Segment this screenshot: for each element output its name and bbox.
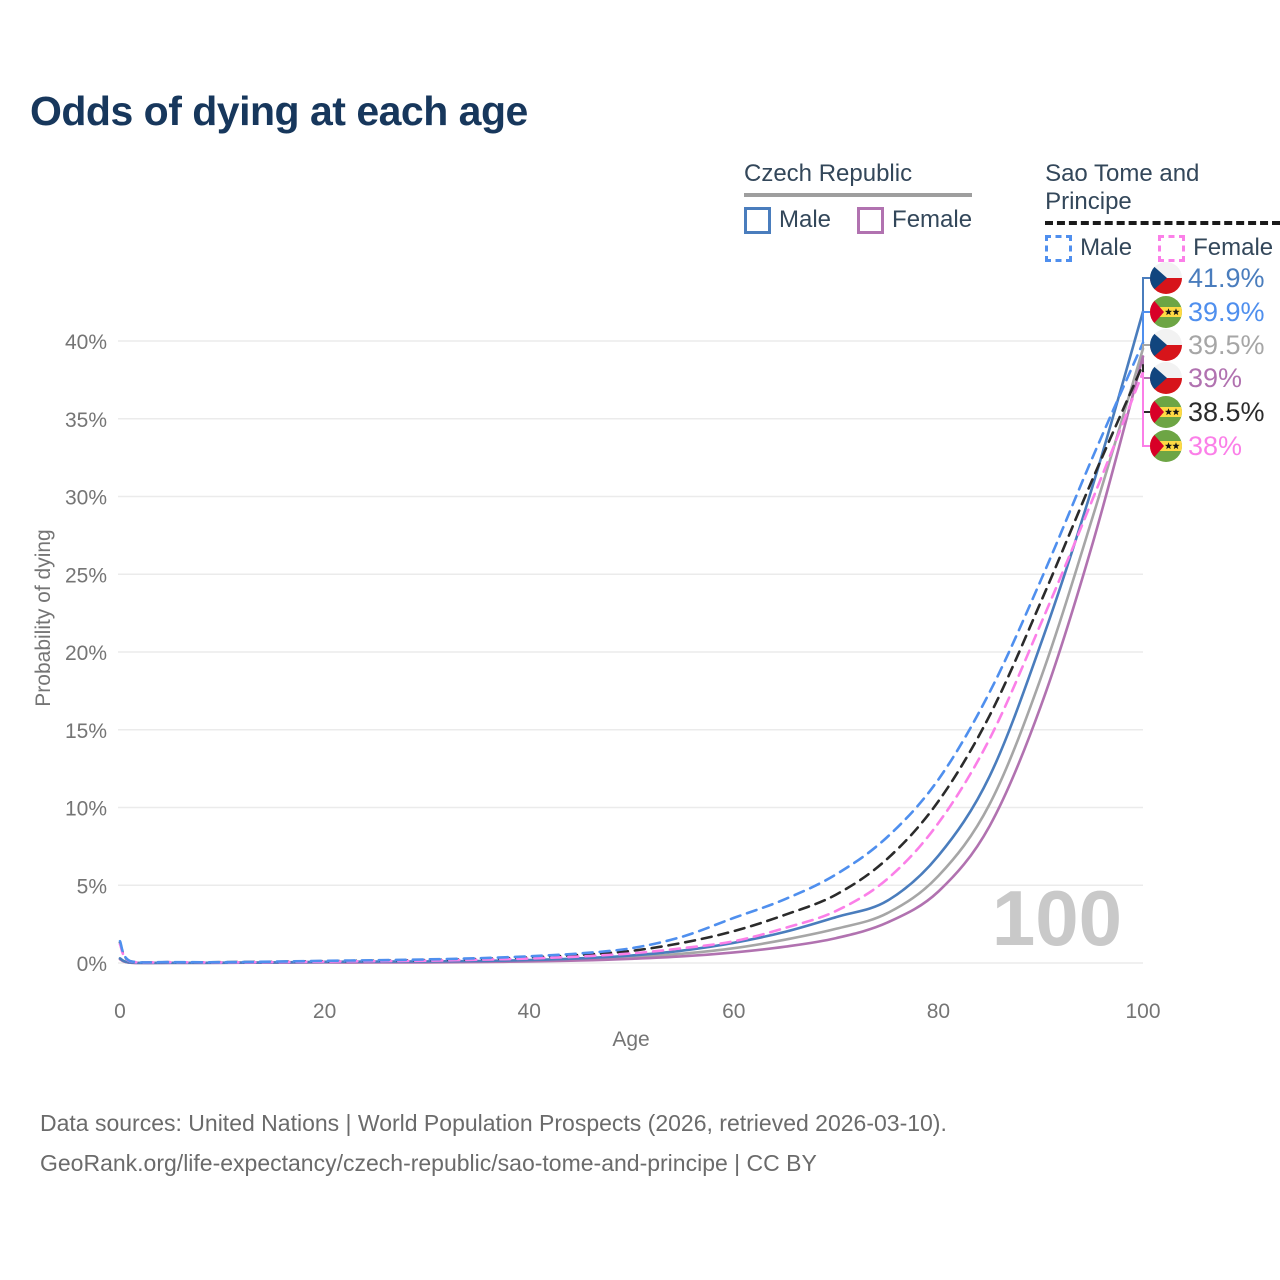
series-line-czech-republic-female: [118, 355, 1145, 965]
legend-item-label: Male: [779, 206, 832, 233]
legend-group-sao-tome-and-principe: Sao Tome and Principe Male Female: [1045, 160, 1280, 262]
end-label-value: 38.5%: [1188, 397, 1265, 427]
end-label-connector: [1142, 372, 1150, 447]
y-tick-label: 40%: [65, 331, 107, 354]
x-tick-label: 0: [114, 1000, 126, 1023]
x-tick-label: 100: [1125, 1000, 1160, 1023]
y-tick-label: 20%: [65, 642, 107, 665]
legend-item-stp-male[interactable]: Male: [1045, 234, 1132, 262]
y-tick-label: 5%: [77, 875, 107, 898]
sao-tome-and-principe-flag-icon: [1150, 396, 1182, 428]
series-line-sao-tome-and-principe-male: [118, 341, 1145, 964]
y-tick-label: 30%: [65, 487, 107, 510]
series-line-czech-republic-male: [118, 310, 1145, 965]
end-label-value: 39.9%: [1188, 297, 1265, 327]
y-tick-label: 35%: [65, 409, 107, 432]
legend-item-label: Female: [892, 206, 973, 233]
x-tick-label: 40: [518, 1000, 541, 1023]
x-tick-label: 60: [722, 1000, 745, 1023]
x-tick-label: 80: [927, 1000, 950, 1023]
end-label-connector: [1142, 344, 1150, 349]
y-tick-label: 0%: [77, 953, 107, 976]
footer-attribution-link[interactable]: GeoRank.org/life-expectancy/czech-republ…: [40, 1150, 817, 1176]
legend-swatch-stp-male: [1045, 234, 1073, 262]
chart-legend: Czech Republic Male Female Sao Tome and …: [744, 160, 1280, 262]
legend-item-czech-female[interactable]: Female: [857, 206, 972, 234]
czech-republic-flag-icon: [1150, 362, 1182, 394]
legend-group-czech-republic: Czech Republic Male Female: [744, 160, 973, 262]
series-line-sao-tome-and-principe-total: [118, 363, 1145, 964]
legend-item-czech-male[interactable]: Male: [744, 206, 831, 234]
page-title: Odds of dying at each age: [30, 88, 528, 134]
x-tick-label: 20: [313, 1000, 336, 1023]
legend-swatch-czech-female: [857, 206, 885, 234]
end-label-value: 38%: [1188, 431, 1242, 461]
legend-swatch-stp-female: [1158, 234, 1186, 262]
sao-tome-and-principe-flag-icon: [1150, 296, 1182, 328]
y-tick-label: 15%: [65, 720, 107, 743]
y-tick-label: 25%: [65, 564, 107, 587]
legend-item-stp-female[interactable]: Female: [1158, 234, 1273, 262]
legend-line-sample-solid: [744, 193, 973, 197]
legend-line-sample-dashed: [1045, 221, 1280, 225]
czech-republic-flag-icon: [1150, 262, 1182, 294]
series-line-czech-republic-total: [118, 347, 1145, 965]
sao-tome-and-principe-flag-icon: [1150, 430, 1182, 462]
footer-data-sources: Data sources: United Nations | World Pop…: [40, 1110, 947, 1136]
x-axis-title: Age: [612, 1028, 650, 1051]
y-tick-label: 10%: [65, 798, 107, 821]
series-line-sao-tome-and-principe-female: [118, 370, 1145, 964]
legend-group-label: Sao Tome and Principe: [1045, 160, 1200, 215]
end-label-connector: [1142, 356, 1150, 379]
age-counter-watermark: 100: [992, 874, 1122, 962]
end-label-connector: [1142, 311, 1150, 343]
end-label-connector: [1142, 277, 1150, 312]
end-label-value: 39%: [1188, 363, 1242, 393]
czech-republic-flag-icon: [1150, 329, 1182, 361]
end-label-value: 41.9%: [1188, 263, 1265, 293]
legend-group-label: Czech Republic: [744, 160, 913, 187]
legend-item-label: Female: [1193, 234, 1274, 261]
legend-item-label: Male: [1080, 234, 1133, 261]
legend-swatch-czech-male: [744, 206, 771, 234]
end-label-value: 39.5%: [1188, 330, 1265, 360]
